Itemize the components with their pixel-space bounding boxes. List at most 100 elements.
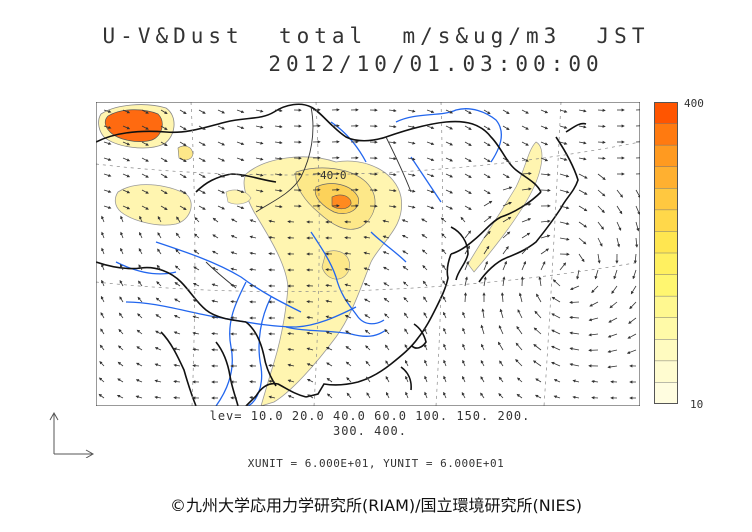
wind-arrow: [118, 345, 124, 351]
wind-arrow: [516, 325, 523, 335]
wind-arrow: [236, 157, 245, 162]
wind-arrow: [116, 394, 124, 399]
colorbar-swatch: [654, 382, 678, 404]
wind-arrow: [405, 391, 409, 399]
wind-arrow: [445, 205, 454, 210]
wind-arrow: [559, 262, 567, 271]
wind-arrow: [136, 346, 143, 351]
wind-arrow: [117, 361, 124, 367]
wind-arrow: [160, 109, 168, 115]
wind-arrow: [249, 267, 257, 272]
wind-arrow: [440, 217, 447, 223]
wind-arrow: [578, 157, 587, 161]
wind-arrow: [255, 205, 264, 209]
wind-arrow: [630, 285, 637, 295]
wind-arrow: [388, 205, 397, 209]
wind-arrow: [268, 235, 276, 240]
colorbar-swatch: [654, 123, 678, 146]
wind-arrow: [160, 205, 168, 211]
wind-arrow: [326, 393, 333, 399]
wind-arrow: [141, 109, 149, 114]
wind-arrow: [499, 308, 504, 319]
wind-arrow: [535, 378, 542, 383]
colorbar-swatch: [654, 274, 678, 297]
wind-arrow: [364, 329, 371, 335]
wind-arrow: [179, 109, 187, 115]
wind-arrow: [268, 219, 276, 223]
wind-arrow: [521, 260, 527, 271]
wind-arrow: [613, 269, 618, 280]
wind-arrow: [423, 296, 428, 303]
wind-arrow: [559, 173, 570, 178]
wind-arrow: [120, 247, 124, 255]
wind-arrow: [502, 173, 510, 179]
wind-arrow: [498, 393, 504, 399]
lat-lon-grid: [96, 102, 640, 406]
wind-arrow: [540, 234, 551, 239]
wind-arrow: [405, 375, 409, 383]
wind-arrow: [515, 342, 523, 351]
wind-arrow: [462, 343, 466, 351]
vector-units: XUNIT = 6.000E+01, YUNIT = 6.000E+01: [247, 457, 505, 470]
wind-arrow: [136, 329, 143, 335]
wind-arrow: [211, 267, 219, 271]
wind-arrow: [502, 141, 510, 147]
wind-arrow: [117, 378, 124, 383]
wind-arrow: [521, 202, 532, 207]
wind-arrow: [122, 125, 131, 130]
wind-arrow: [103, 157, 112, 161]
wind-arrow: [155, 314, 162, 319]
wind-arrow: [442, 295, 447, 303]
wind-arrow: [421, 218, 428, 223]
credit-text: ©九州大学応用力学研究所(RIAM)/国立環境研究所(NIES): [170, 496, 582, 515]
wind-arrow: [384, 313, 390, 319]
wind-arrow: [445, 189, 454, 194]
wind-arrow: [483, 200, 493, 207]
wind-arrow: [424, 375, 428, 383]
wind-arrow: [230, 283, 238, 287]
wind-arrow: [559, 221, 570, 226]
wind-arrow: [118, 312, 124, 319]
wind-arrow: [597, 173, 606, 181]
colorbar-swatch: [654, 252, 678, 276]
wind-arrow: [366, 392, 371, 399]
wind-arrow: [384, 328, 390, 335]
wind-arrow: [534, 394, 542, 399]
wind-arrow: [160, 189, 168, 195]
wind-arrow: [212, 234, 219, 239]
wind-arrow: [236, 173, 245, 178]
colorbar-swatch: [654, 231, 678, 254]
wind-arrow: [627, 333, 637, 339]
wind-arrow: [160, 157, 168, 163]
wind-arrow: [103, 125, 112, 129]
wind-arrow: [274, 109, 283, 113]
wind-arrow: [175, 232, 181, 239]
wind-arrow: [407, 157, 416, 161]
wind-arrow: [607, 365, 618, 369]
wind-arrow: [274, 173, 283, 177]
wind-arrow: [551, 329, 561, 335]
wind-arrow: [249, 251, 257, 255]
wind-arrow: [287, 395, 295, 399]
wind-arrow: [540, 173, 551, 177]
wind-arrow: [179, 189, 187, 195]
wind-arrow: [578, 141, 587, 145]
wind-arrow: [173, 315, 181, 319]
wind-arrow: [443, 343, 447, 351]
wind-arrow: [588, 333, 599, 337]
wind-arrow: [572, 379, 580, 383]
wind-arrow: [198, 173, 206, 178]
wind-arrow: [569, 315, 580, 320]
wind-arrow: [464, 109, 472, 114]
wind-arrow: [157, 232, 162, 239]
wind-arrow: [363, 267, 371, 271]
wind-arrow: [217, 173, 226, 178]
wind-arrow: [344, 283, 352, 287]
wind-arrow: [521, 141, 529, 146]
wind-arrow: [551, 345, 561, 351]
wind-arrow: [99, 361, 105, 367]
wind-arrow: [194, 217, 200, 223]
wind-arrow: [217, 157, 226, 162]
wind-arrow: [156, 264, 162, 271]
colorbar-swatch: [654, 209, 678, 233]
